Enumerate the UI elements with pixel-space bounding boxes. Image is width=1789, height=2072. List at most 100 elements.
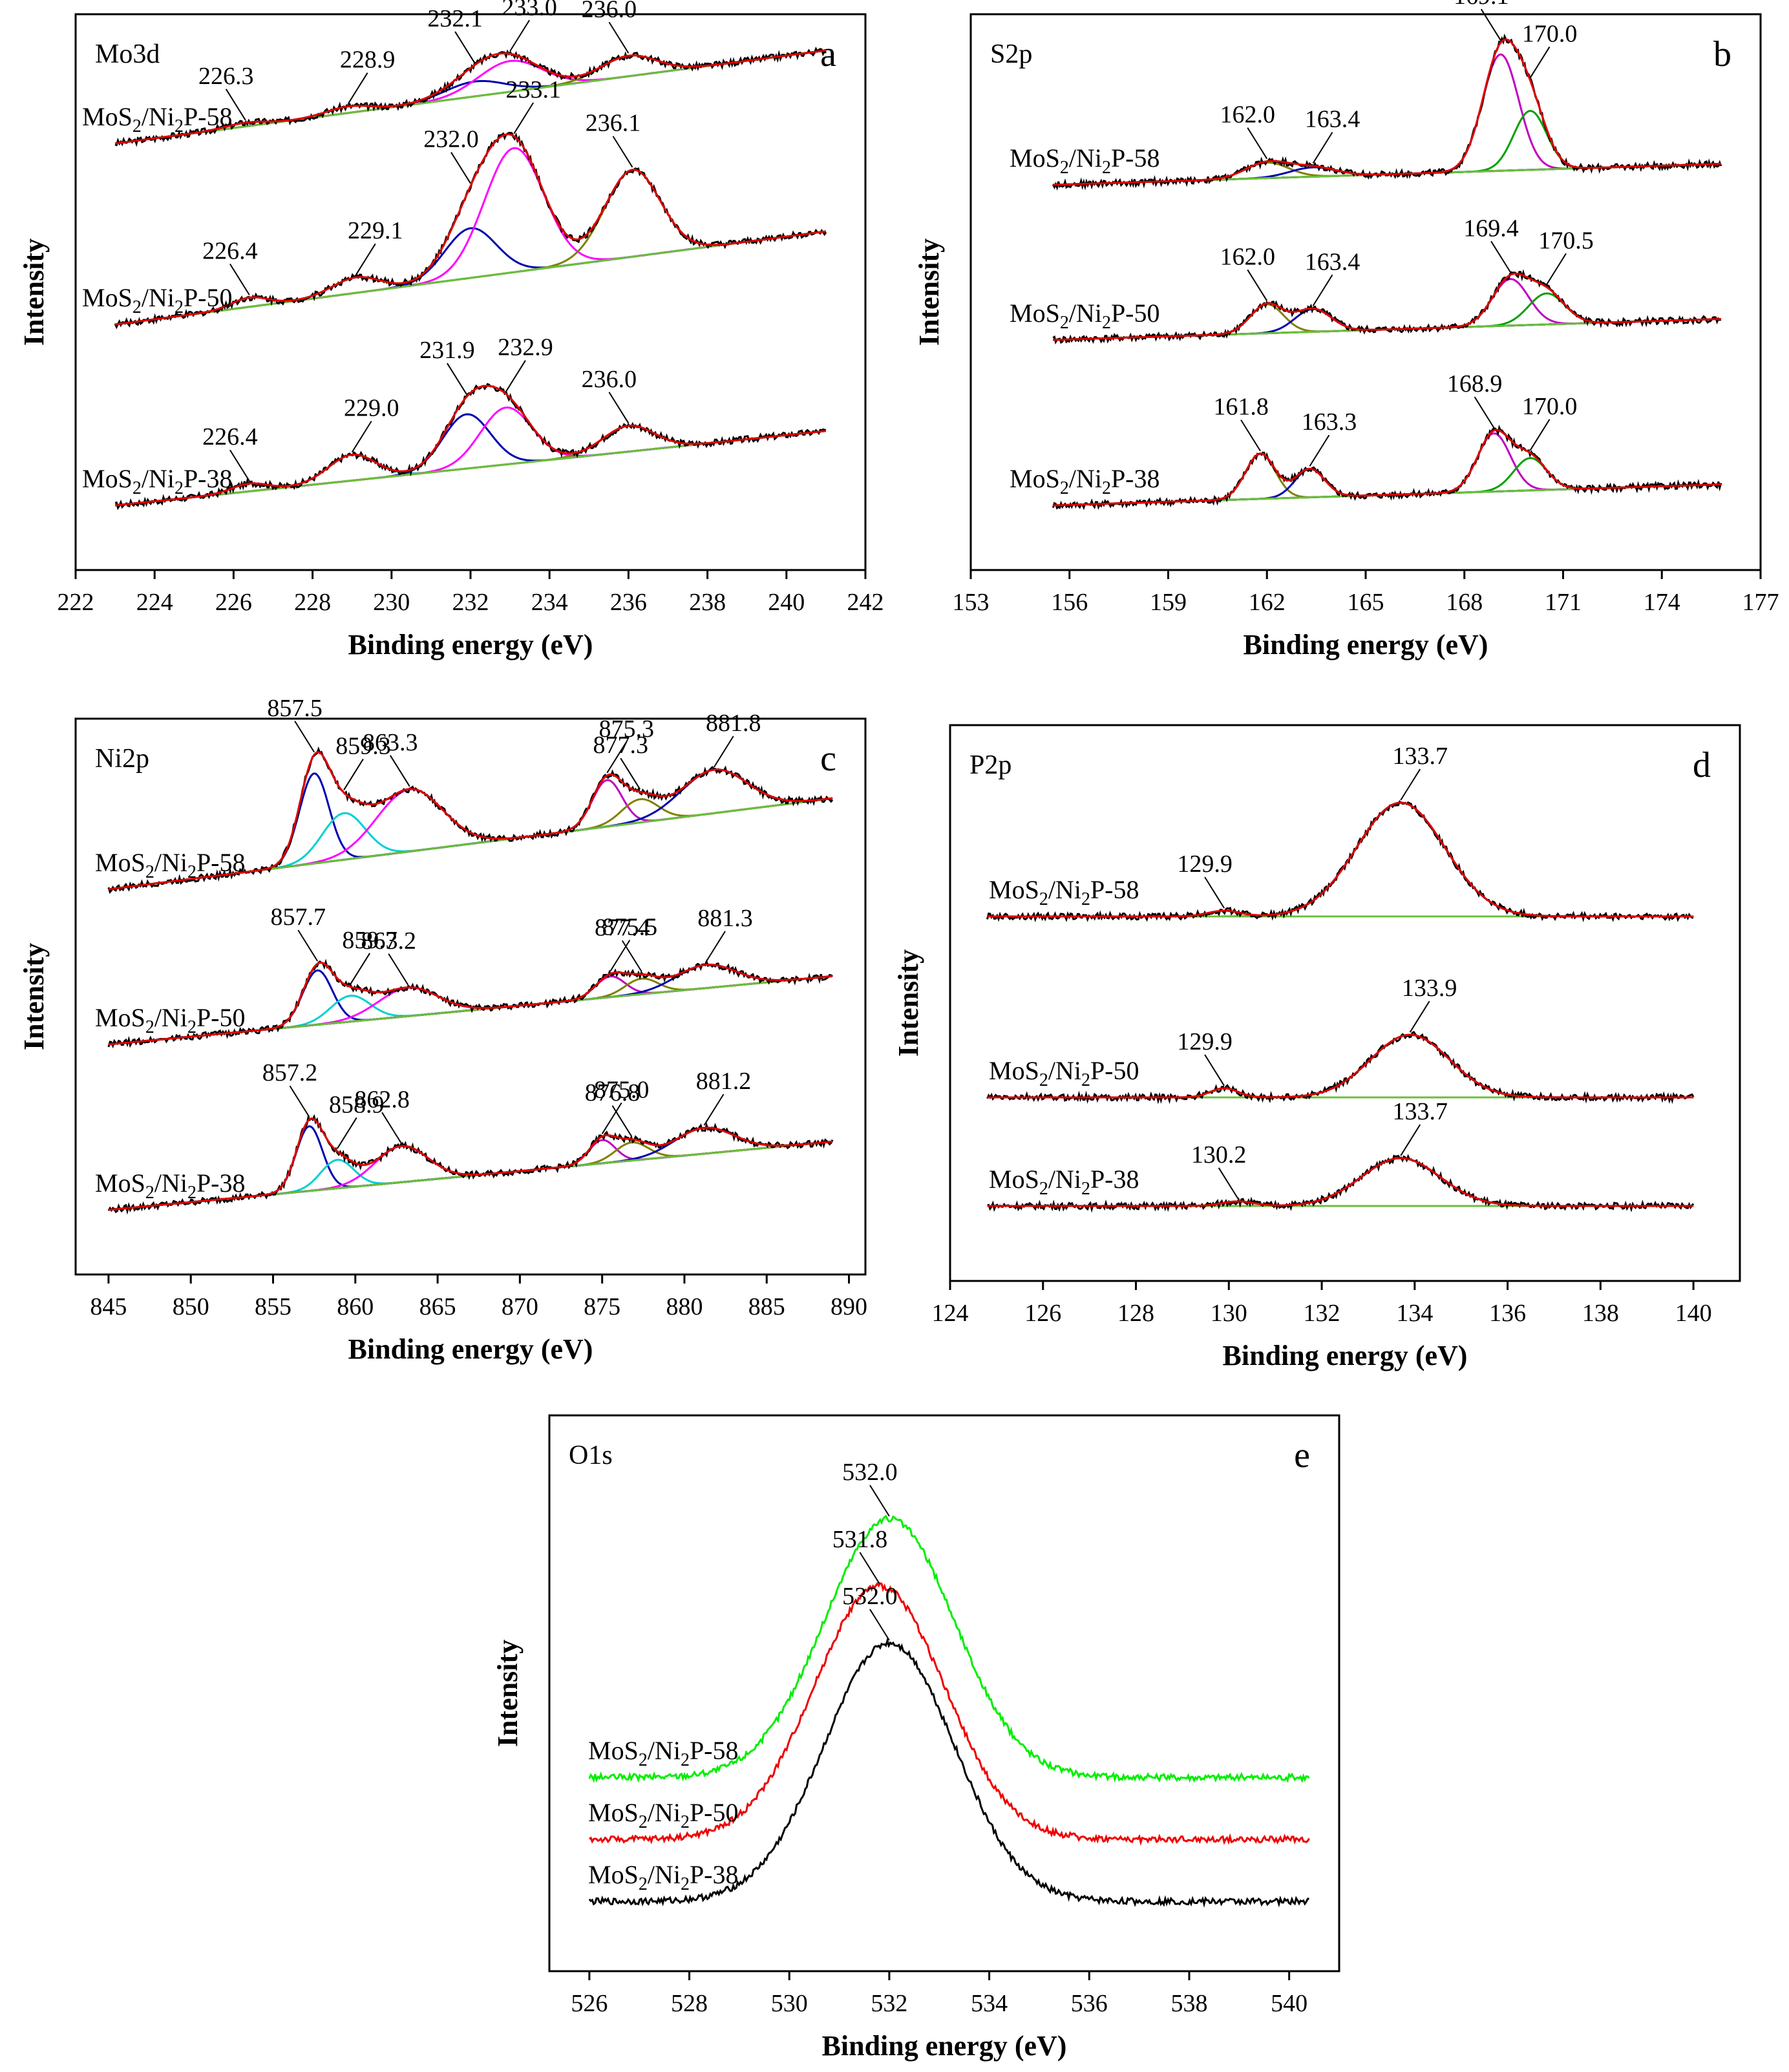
x-tick-label: 532 <box>871 1990 907 2017</box>
peak-arrow <box>297 929 319 962</box>
x-tick-label: 850 <box>173 1293 209 1320</box>
peak-label: 233.1 <box>505 76 561 103</box>
sample-label: MoS2/Ni2P-50 <box>588 1798 739 1832</box>
series-p-58: MoS2/Ni2P-58 162.0 163.4 169.1 170.0 <box>1010 0 1722 191</box>
peak-arrow <box>713 735 734 768</box>
peak-label: 133.7 <box>1393 743 1448 770</box>
peak-label: 862.8 <box>354 1086 410 1113</box>
x-tick-label: 534 <box>971 1990 1008 2017</box>
peak-arrow <box>1312 274 1333 306</box>
x-axis-label: Binding energy (eV) <box>348 1333 593 1365</box>
x-tick-label: 228 <box>294 589 331 616</box>
peak-label: 232.0 <box>423 126 479 153</box>
panel-frame <box>548 1414 1340 1972</box>
peak-arrow <box>705 931 726 963</box>
peak-label: 133.9 <box>1402 975 1457 1002</box>
element-label: P2p <box>969 750 1011 780</box>
sample-label: MoS2/Ni2P-58 <box>588 1736 739 1770</box>
peak-arrow <box>611 1105 633 1137</box>
peak-label: 876.8 <box>585 1079 640 1106</box>
x-tick-label: 174 <box>1644 589 1680 616</box>
sample-label: MoS2/Ni2P-58 <box>1010 143 1160 178</box>
x-tick-label: 536 <box>1071 1990 1108 2017</box>
panel-a: 222 224 226 228 230 232 234 236 238 240 242 Binding… <box>18 0 884 661</box>
y-axis-label: Intensity <box>18 943 50 1050</box>
x-tick-label: 159 <box>1150 589 1187 616</box>
peak-label: 531.8 <box>832 1526 888 1553</box>
peak-arrow <box>343 758 364 790</box>
peak-label: 231.9 <box>419 337 475 364</box>
peak-label: 236.0 <box>582 366 637 393</box>
peak-arrow <box>447 363 467 395</box>
peak-arrow <box>388 953 409 986</box>
series-p-38: MoS2/Ni2P-38 130.2 133.7 <box>987 1098 1695 1213</box>
x-tick-label: 242 <box>847 589 884 616</box>
fitted-envelope <box>114 385 827 507</box>
fitted-envelope <box>108 751 833 891</box>
x-axis-label: Binding energy (eV) <box>1244 629 1488 661</box>
x-tick-label: 130 <box>1211 1300 1247 1327</box>
y-axis-label: Intensity <box>492 1640 524 1747</box>
peak-label: 236.0 <box>582 0 637 23</box>
fitted-envelope <box>108 1117 833 1211</box>
fitted-envelope <box>108 962 833 1046</box>
peak-label: 170.0 <box>1522 393 1578 420</box>
panel-frame <box>949 724 1741 1282</box>
peak-arrow <box>450 152 471 184</box>
spectrum-line <box>588 1514 1310 1784</box>
peak-label: 162.0 <box>1220 101 1276 129</box>
peak-arrow <box>620 757 641 790</box>
element-label: O1s <box>569 1441 613 1470</box>
series-p-38: MoS2/Ni2P-38 161.8 163.3 168.9 170.0 <box>1010 370 1722 511</box>
x-tick-label: 875 <box>584 1293 620 1320</box>
peak-label: 863.2 <box>361 927 417 955</box>
panel-b: 153 156 159 162 165 168 171 174 177 Binding energ… <box>913 0 1779 661</box>
peak-label: 229.1 <box>348 217 403 244</box>
peak-arrow <box>1474 396 1495 428</box>
peak-label: 163.3 <box>1302 408 1357 436</box>
sample-label: MoS2/Ni2P-58 <box>989 875 1139 909</box>
x-tick-label: 124 <box>932 1300 969 1327</box>
peak-label: 532.0 <box>842 1583 898 1610</box>
peak-label: 881.3 <box>697 905 753 932</box>
fitted-envelope <box>1053 38 1721 186</box>
peak-arrow <box>1480 8 1501 41</box>
x-tick-label: 171 <box>1545 589 1582 616</box>
raw-spectrum <box>986 1030 1695 1105</box>
peak-label: 875.5 <box>602 914 658 941</box>
x-tick-label: 845 <box>90 1293 127 1320</box>
peak-arrow <box>1400 768 1421 801</box>
x-tick-label: 140 <box>1675 1300 1712 1327</box>
x-axis-label: Binding energy (eV) <box>1223 1340 1468 1371</box>
x-axis-label: Binding energy (eV) <box>822 2030 1067 2062</box>
x-tick-label: 234 <box>531 589 568 616</box>
peak-arrow <box>351 421 372 453</box>
x-tick-label: 230 <box>373 589 410 616</box>
panel-d: 124 126 128 130 132 134 136 138 140 Binding energ… <box>893 724 1741 1371</box>
series-p-38: MoS2/Ni2P-38 532.0 <box>588 1583 1309 1908</box>
x-tick-label: 232 <box>452 589 489 616</box>
x-tick-label: 138 <box>1582 1300 1619 1327</box>
series-p-58: MoS2/Ni2P-58 226.3 228.9 232.1 233.0 236.0 <box>82 0 827 147</box>
raw-spectrum <box>114 383 827 511</box>
peak-label: 858.9 <box>329 1091 385 1118</box>
peak-label: 877.4 <box>595 914 650 941</box>
peak-label: 857.2 <box>262 1059 318 1086</box>
peak-arrow <box>1529 419 1551 451</box>
peak-arrow <box>608 392 630 424</box>
peak-arrow <box>621 940 642 972</box>
peak-arrow <box>381 1112 402 1144</box>
x-tick-label: 238 <box>689 589 726 616</box>
peak-arrow <box>869 1609 890 1641</box>
peak-arrow <box>355 243 376 275</box>
peak-label: 232.1 <box>427 5 483 32</box>
fitted-envelope <box>114 133 827 326</box>
peak-arrow <box>601 1102 622 1134</box>
fitted-envelope <box>1053 428 1721 507</box>
peak-arrow <box>347 72 368 105</box>
peak-arrow <box>1312 132 1333 164</box>
sample-label: MoS2/Ni2P-38 <box>588 1860 739 1894</box>
